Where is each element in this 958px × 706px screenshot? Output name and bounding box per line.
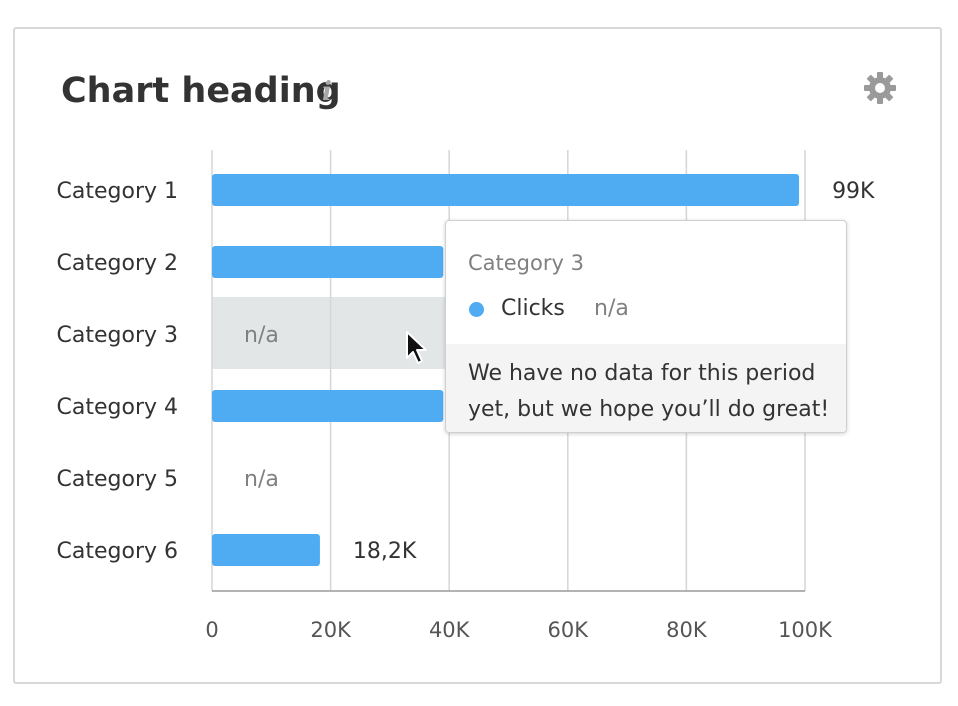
x-tick-label: 20K (310, 618, 352, 642)
category-label: Category 3 (57, 323, 178, 348)
category-label: Category 1 (57, 179, 178, 204)
series-color-dot (469, 302, 484, 317)
bar (212, 534, 320, 566)
chart-title: Chart heading (61, 71, 341, 111)
x-tick-label: 100K (778, 618, 833, 642)
category-label: Category 5 (57, 467, 178, 492)
x-tick-label: 60K (548, 618, 590, 642)
data-label: 99K (832, 179, 875, 204)
x-tick-label: 0 (205, 618, 218, 642)
chart-tooltip: Category 3 Clicks n/a We have no data fo… (445, 220, 847, 433)
tooltip-message: We have no data for this period yet, but… (468, 361, 830, 422)
info-icon[interactable]: i (322, 77, 332, 107)
x-tick-label: 80K (666, 618, 708, 642)
no-data-label: n/a (244, 323, 279, 348)
bar (212, 390, 444, 422)
tooltip-footer: We have no data for this period yet, but… (446, 344, 846, 432)
gear-icon[interactable] (863, 71, 897, 105)
tooltip-series-name: Clicks (501, 296, 565, 321)
x-tick-label: 40K (429, 618, 471, 642)
category-label: Category 2 (57, 251, 178, 276)
tooltip-title: Category 3 (468, 251, 584, 275)
mouse-cursor-icon (406, 331, 427, 364)
category-label: Category 6 (57, 539, 178, 564)
tooltip-value: n/a (594, 296, 629, 321)
no-data-label: n/a (244, 467, 279, 492)
data-label: 18,2K (353, 539, 417, 564)
bar (212, 174, 800, 206)
bar (212, 246, 444, 278)
category-label: Category 4 (57, 395, 178, 420)
